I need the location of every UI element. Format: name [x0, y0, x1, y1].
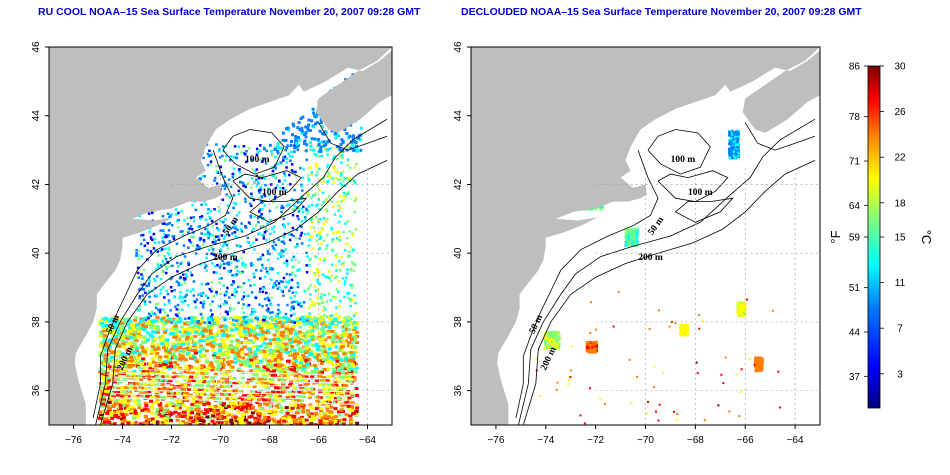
isobath-label: 100 m [245, 155, 270, 165]
lat-tick-label: 42 [31, 178, 42, 190]
lat-tick-label: 46 [453, 41, 464, 53]
lon-tick-label: −76 [65, 435, 82, 446]
isobath-scotian [744, 122, 816, 151]
lat-tick-label: 44 [31, 110, 42, 122]
lon-tick-label: −64 [359, 435, 376, 446]
isobath-shelf100 [518, 118, 816, 425]
lat-tick-label: 44 [453, 110, 464, 122]
lat-tick-label: 38 [31, 316, 42, 328]
right-map-title: DECLOUDED NOAA–15 Sea Surface Temperatur… [461, 6, 862, 18]
lat-tick-label: 36 [453, 385, 464, 397]
right-bathymetry-contours [515, 118, 816, 425]
isobath-shelf200 [100, 160, 388, 425]
isobath-georges [249, 197, 308, 223]
fahrenheit-tick-label: 44 [849, 328, 861, 339]
lat-tick-label: 42 [453, 178, 464, 190]
fahrenheit-tick-label: 51 [849, 283, 861, 294]
left-longitude-axis: −76 −74 −72 −70 −68 −66 −64 [65, 425, 376, 446]
lon-tick-label: −70 [637, 435, 654, 446]
lon-tick-label: −66 [737, 435, 754, 446]
lon-tick-label: −72 [587, 435, 604, 446]
isobath-gom2 [232, 170, 302, 203]
fahrenheit-tick-label: 78 [849, 112, 861, 123]
left-sst-pixels [98, 73, 363, 425]
lat-tick-label: 36 [31, 385, 42, 397]
celsius-tick-label: 3 [897, 369, 903, 380]
isobath-scotian [318, 122, 388, 151]
lat-tick-label: 38 [453, 316, 464, 328]
lon-tick-label: −74 [114, 435, 131, 446]
isobath-gom1 [647, 129, 711, 175]
fahrenheit-tick-label: 71 [849, 157, 861, 168]
celsius-tick-label: 15 [894, 233, 906, 244]
isobath-gom2 [657, 170, 729, 203]
right-map-grid [595, 167, 820, 425]
colorbar-gradient [867, 65, 881, 409]
lat-tick-label: 40 [31, 247, 42, 259]
celsius-tick-label: 22 [894, 153, 906, 164]
isobath-label: 100 m [688, 188, 713, 198]
fahrenheit-unit-label: °F [828, 230, 843, 243]
isobath-shelf200 [522, 160, 816, 425]
isobath-label: 200 m [213, 253, 238, 263]
temperature-colorbar: 86 78 71 64 59 51 44 37 30 26 22 18 15 11 7 3 °F °C [828, 62, 934, 409]
lon-tick-label: −64 [787, 435, 804, 446]
lon-tick-label: −66 [310, 435, 327, 446]
isobath-label: 200 m [638, 253, 663, 263]
lon-tick-label: −74 [537, 435, 554, 446]
isobath-georges [675, 197, 734, 223]
fahrenheit-tick-label: 37 [849, 372, 861, 383]
right-latitude-axis: 36 38 40 42 44 46 [453, 41, 471, 396]
isobath-shelf50 [92, 149, 234, 419]
isobath-gom1 [222, 129, 285, 175]
isobath-label: 100 m [262, 188, 287, 198]
lat-tick-label: 46 [31, 41, 42, 53]
celsius-tick-label: 11 [895, 278, 906, 289]
fahrenheit-tick-label: 64 [849, 201, 861, 212]
lon-tick-label: −72 [163, 435, 180, 446]
left-map-title: RU COOL NOAA–15 Sea Surface Temperature … [38, 6, 421, 18]
celsius-unit-label: °C [919, 230, 934, 245]
lon-tick-label: −70 [212, 435, 229, 446]
right-longitude-axis: −76 −74 −72 −70 −68 −66 −64 [487, 425, 804, 446]
left-land-mask [49, 47, 392, 425]
celsius-tick-label: 26 [894, 107, 906, 118]
lon-tick-label: −68 [687, 435, 704, 446]
isobath-shelf100 [95, 118, 388, 425]
isobath-label: 100 m [671, 155, 696, 165]
fahrenheit-tick-label: 86 [849, 62, 861, 73]
fahrenheit-tick-label: 59 [849, 233, 861, 244]
isobath-shelf50 [515, 149, 659, 419]
lat-tick-label: 40 [453, 247, 464, 259]
celsius-tick-label: 18 [894, 198, 906, 209]
left-latitude-axis: 36 38 40 42 44 46 [31, 41, 49, 396]
lon-tick-label: −76 [487, 435, 504, 446]
right-land-mask [471, 47, 820, 425]
left-bathymetry-contours [92, 118, 388, 425]
lon-tick-label: −68 [261, 435, 278, 446]
fahrenheit-ticks: 86 78 71 64 59 51 44 37 [849, 62, 868, 383]
celsius-ticks: 30 26 22 18 15 11 7 3 [880, 62, 906, 380]
left-map-grid [171, 167, 392, 425]
celsius-tick-label: 30 [894, 62, 906, 73]
celsius-tick-label: 7 [897, 324, 903, 335]
